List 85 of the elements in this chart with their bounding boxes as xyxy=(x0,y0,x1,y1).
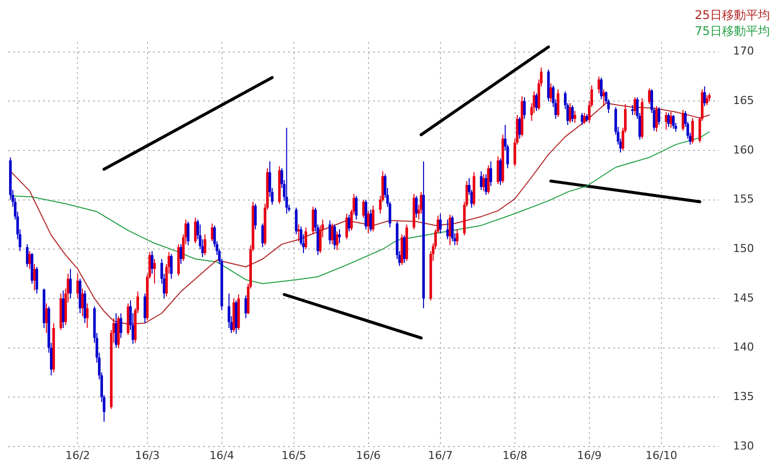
y-tick-label: 130 xyxy=(733,439,754,452)
candlestick xyxy=(456,228,458,246)
candlestick xyxy=(658,106,660,126)
candlestick xyxy=(338,228,341,244)
y-tick-label: 145 xyxy=(733,291,754,304)
candlestick xyxy=(304,226,308,250)
x-tick-label: 16/5 xyxy=(281,448,306,462)
y-tick-label: 160 xyxy=(733,143,754,156)
candlestick xyxy=(439,213,442,234)
candlestick xyxy=(144,293,146,324)
x-tick-label: 16/10 xyxy=(646,448,678,462)
y-tick-label: 165 xyxy=(733,94,754,108)
candlestick xyxy=(362,199,365,218)
candlestick xyxy=(354,195,358,220)
candlestick xyxy=(571,104,574,122)
candlestick xyxy=(415,195,418,218)
candlestick xyxy=(490,160,492,187)
candlestick xyxy=(81,288,84,317)
candlestick xyxy=(33,263,36,292)
y-tick-label: 140 xyxy=(733,340,754,354)
candlestick xyxy=(499,158,502,186)
candlestick xyxy=(120,312,122,338)
candlestick xyxy=(330,222,334,245)
candlestick xyxy=(487,164,490,194)
candlestick xyxy=(204,234,206,256)
candlestick xyxy=(186,221,190,246)
candlestick xyxy=(62,290,65,329)
text: 25日移動平均 xyxy=(694,8,770,22)
candlestick xyxy=(523,96,526,120)
candlestick xyxy=(496,156,500,185)
x-tick-label: 16/2 xyxy=(65,448,90,462)
candlestick xyxy=(648,88,651,105)
candlestick xyxy=(294,207,298,235)
candlestick xyxy=(254,203,257,230)
candlestick xyxy=(691,117,694,144)
candlestick xyxy=(180,244,182,264)
candlestick xyxy=(244,294,248,319)
candlestick xyxy=(328,220,332,245)
candlestick xyxy=(26,244,29,268)
candlestick xyxy=(583,112,586,124)
candlestick xyxy=(69,268,72,299)
x-tick-label: 16/6 xyxy=(356,448,381,462)
candlestick xyxy=(333,224,336,250)
candlestick xyxy=(631,104,634,116)
candlestick xyxy=(670,112,672,128)
candlestick xyxy=(403,234,406,264)
candlestick xyxy=(369,209,372,232)
candlestick xyxy=(598,76,600,94)
candlestick xyxy=(372,205,374,232)
candlestick xyxy=(706,94,708,106)
candlestick xyxy=(451,215,454,242)
y-tick-label: 170 xyxy=(733,44,754,58)
candlestick xyxy=(448,214,452,246)
candlestick xyxy=(550,82,552,103)
candlestick xyxy=(600,77,603,100)
candlestick xyxy=(484,174,488,196)
candlestick xyxy=(228,293,230,329)
candlestick xyxy=(672,114,675,130)
x-tick-label: 16/4 xyxy=(209,448,234,462)
candlestick xyxy=(76,273,79,299)
candlestick xyxy=(170,254,173,280)
candlestick xyxy=(574,110,576,124)
candlestick xyxy=(664,112,668,130)
candlestick xyxy=(634,96,636,116)
text: 75日移動平均 xyxy=(694,24,770,38)
y-tick-label: 135 xyxy=(733,390,754,403)
candlestick xyxy=(86,302,89,329)
candlestick xyxy=(556,88,560,118)
y-tick-label: 155 xyxy=(733,192,754,206)
y-tick-label: 150 xyxy=(733,242,754,255)
x-tick-label: 16/7 xyxy=(428,448,453,462)
candlestick xyxy=(36,266,38,294)
candlestick xyxy=(367,210,370,234)
candlestick xyxy=(285,127,288,214)
x-tick-label: 16/9 xyxy=(576,448,602,462)
x-tick-label: 16/8 xyxy=(502,448,528,462)
candlestick xyxy=(535,92,538,112)
candlestick xyxy=(45,302,48,334)
candlestick xyxy=(210,222,214,242)
candlestick xyxy=(480,170,482,190)
x-tick-label: 16/3 xyxy=(134,448,160,462)
candlestick xyxy=(345,213,348,240)
candlestick xyxy=(682,110,684,132)
candlestick xyxy=(153,258,156,284)
candlestick xyxy=(194,217,197,244)
